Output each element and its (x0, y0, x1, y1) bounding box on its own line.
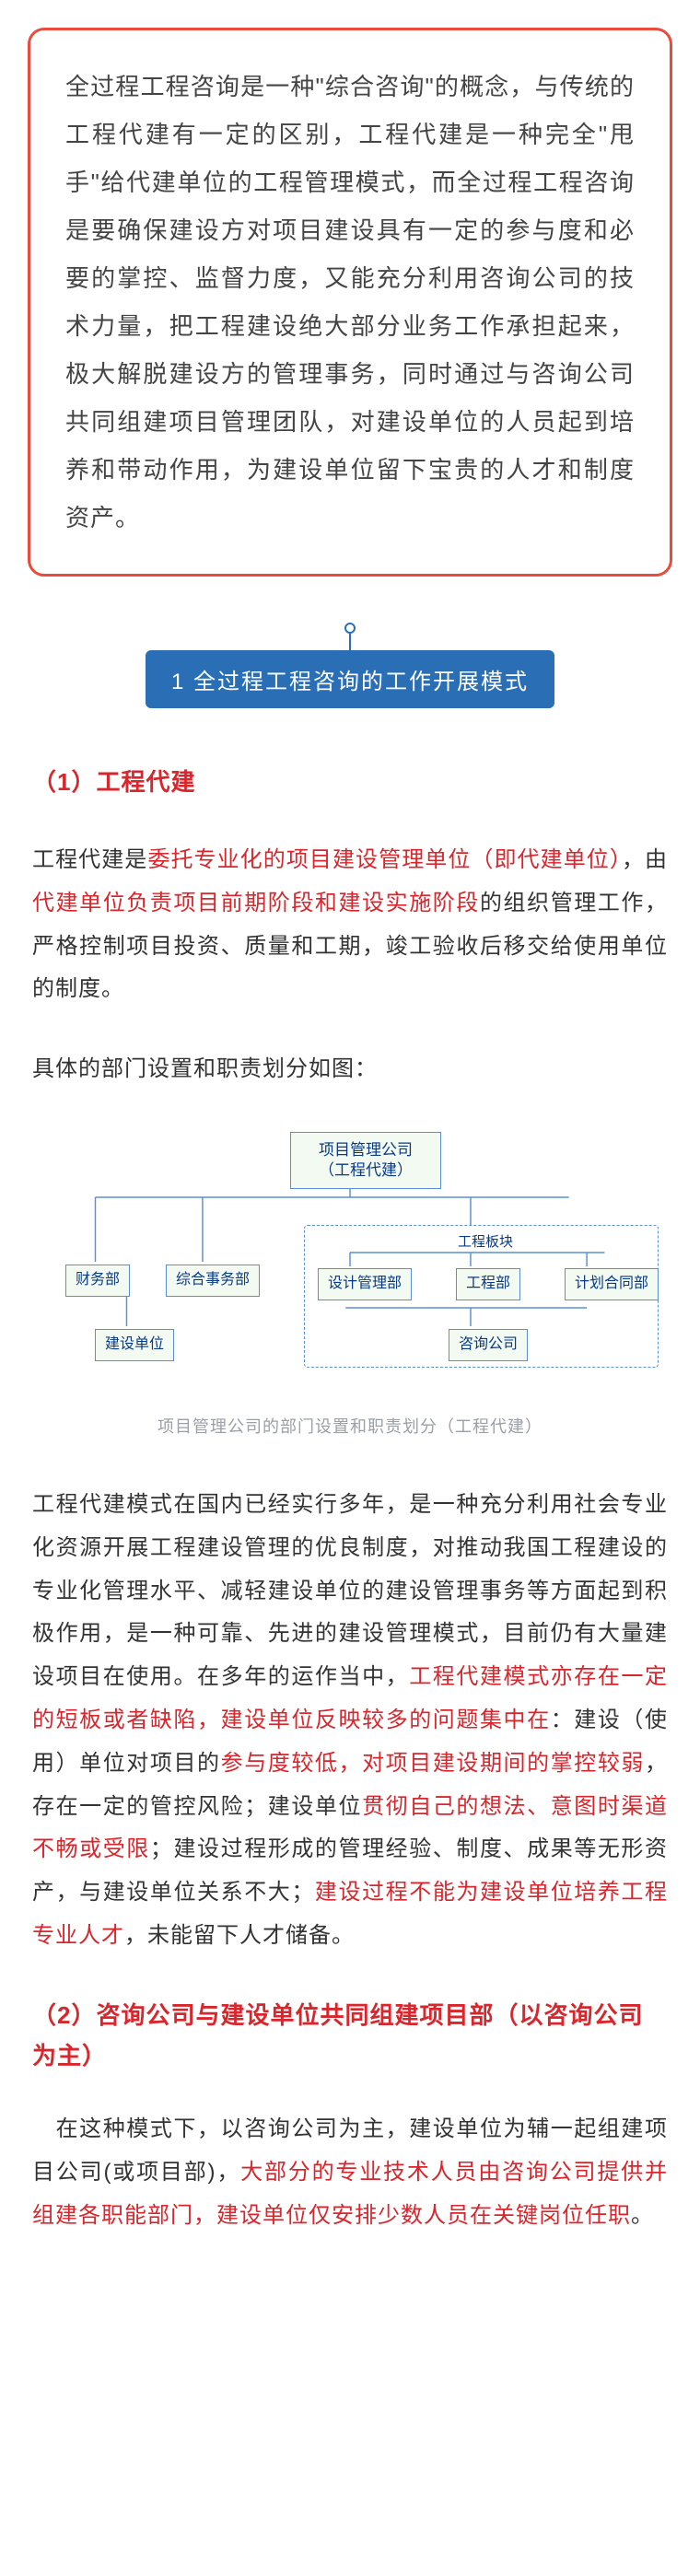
module-label: 工程板块 (454, 1231, 517, 1251)
txt-red: 委托专业化的项目建设管理单位（即代建单位） (147, 847, 622, 872)
node-consult: 咨询公司 (449, 1329, 528, 1361)
subheading-1: （1）工程代建 (32, 763, 668, 798)
sub1-para3: 工程代建模式在国内已经实行多年，是一种充分利用社会专业化资源开展工程建设管理的优… (32, 1484, 668, 1958)
diagram-caption: 项目管理公司的部门设置和职责划分（工程代建） (32, 1414, 668, 1438)
section-banner: 1 全过程工程咨询的工作开展模式 (146, 650, 554, 708)
header-line (349, 634, 351, 650)
txt: 工程代建是 (32, 847, 147, 872)
header-dot (344, 623, 356, 634)
txt-red: 参与度较低，对项目建设期间的掌控较弱 (221, 1751, 645, 1776)
node-general: 综合事务部 (166, 1265, 260, 1297)
section-header: 1 全过程工程咨询的工作开展模式 (0, 623, 700, 708)
section-title: 1 全过程工程咨询的工作开展模式 (171, 670, 529, 694)
txt: 工程代建模式在国内已经实行多年，是一种充分利用社会专业化资源开展工程建设管理的优… (32, 1492, 668, 1689)
node-root: 项目管理公司 （工程代建） (290, 1132, 441, 1189)
intro-box: 全过程工程咨询是一种"综合咨询"的概念，与传统的工程代建有一定的区别，工程代建是… (28, 28, 672, 577)
node-plan: 计划合同部 (565, 1268, 659, 1300)
root-l1: 项目管理公司 (319, 1141, 413, 1159)
txt: ，由 (622, 847, 668, 872)
intro-text: 全过程工程咨询是一种"综合咨询"的概念，与传统的工程代建有一定的区别，工程代建是… (65, 73, 635, 531)
sub1-para2: 具体的部门设置和职责划分如图： (32, 1048, 668, 1091)
txt-red: 代建单位负责项目前期阶段和建设实施阶段 (32, 891, 480, 915)
root-l2: （工程代建） (319, 1161, 413, 1179)
sub2-para1: 在这种模式下，以咨询公司为主，建设单位为辅一起组建项目公司(或项目部)，大部分的… (32, 2108, 668, 2237)
org-diagram: 项目管理公司 （工程代建） 财务部 综合事务部 建设单位 工程板块 设计管理部 … (51, 1128, 649, 1405)
txt: ，未能留下人才储备。 (124, 1923, 355, 1948)
node-owner: 建设单位 (95, 1329, 174, 1361)
sub1-para1: 工程代建是委托专业化的项目建设管理单位（即代建单位），由代建单位负责项目前期阶段… (32, 839, 668, 1011)
node-finance: 财务部 (65, 1265, 130, 1297)
node-eng: 工程部 (456, 1268, 520, 1300)
txt: 。 (631, 2203, 654, 2228)
subheading-2: （2）咨询公司与建设单位共同组建项目部（以咨询公司为主） (32, 1995, 668, 2076)
node-design: 设计管理部 (318, 1268, 412, 1300)
